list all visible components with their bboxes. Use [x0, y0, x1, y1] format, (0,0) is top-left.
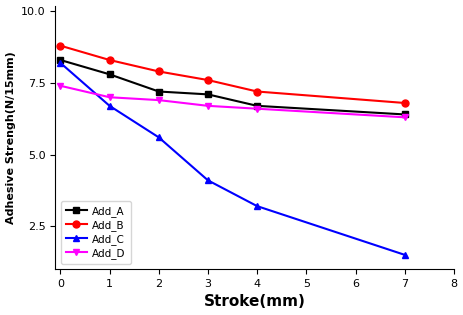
Add_C [107, 104, 113, 108]
Add_B [107, 58, 113, 62]
X-axis label: Stroke(mm): Stroke(mm) [204, 295, 306, 309]
Line: Add_A: Add_A [57, 56, 408, 118]
Line: Add_C: Add_C [57, 60, 408, 258]
Add_D [57, 84, 63, 88]
Add_D [156, 98, 162, 102]
Add_B [57, 44, 63, 48]
Add_A [107, 72, 113, 76]
Add_A [205, 93, 211, 96]
Add_A [402, 112, 407, 116]
Add_D [254, 107, 260, 111]
Line: Add_B: Add_B [57, 42, 408, 106]
Add_C [402, 253, 407, 257]
Add_B [402, 101, 407, 105]
Add_B [156, 70, 162, 73]
Line: Add_D: Add_D [57, 82, 408, 121]
Add_B [254, 90, 260, 94]
Add_C [254, 204, 260, 208]
Add_C [156, 135, 162, 139]
Add_D [402, 115, 407, 119]
Add_A [156, 90, 162, 94]
Add_B [205, 78, 211, 82]
Add_C [57, 61, 63, 65]
Add_A [57, 58, 63, 62]
Add_D [107, 95, 113, 99]
Add_A [254, 104, 260, 108]
Y-axis label: Adhesive Strengh(N/15mm): Adhesive Strengh(N/15mm) [6, 51, 16, 224]
Add_C [205, 179, 211, 182]
Add_D [205, 104, 211, 108]
Legend: Add_A, Add_B, Add_C, Add_D: Add_A, Add_B, Add_C, Add_D [61, 201, 131, 264]
